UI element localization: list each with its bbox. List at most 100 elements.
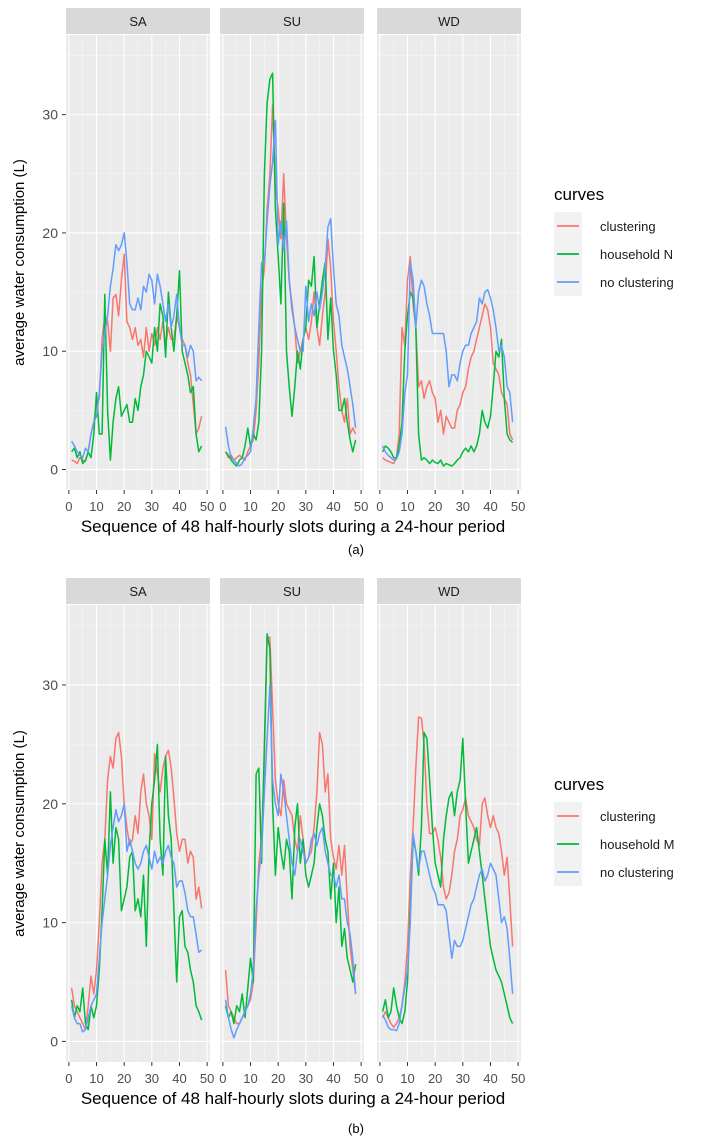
series-line-no-clustering: [224, 119, 357, 467]
panel-wd: WD 0 10 20 30 40 50: [376, 8, 525, 514]
series-line-household-N: [71, 270, 203, 465]
x-tick-label: 10: [89, 1071, 103, 1086]
x-tick-label: 0: [65, 1071, 72, 1086]
x-tick-label: 50: [354, 1071, 368, 1086]
x-tick-label: 10: [243, 1071, 257, 1086]
y-tick-label: 10: [42, 343, 58, 359]
x-tick-label: 20: [428, 499, 442, 514]
x-tick-label: 40: [172, 1071, 186, 1086]
x-tick-label: 0: [65, 499, 72, 514]
y-axis-title: average water consumption (L): [11, 730, 28, 937]
series-line-no-clustering: [224, 684, 357, 1039]
x-tick-label: 30: [299, 1071, 313, 1086]
x-tick-label: 50: [511, 1071, 525, 1086]
series-line-household-M: [381, 731, 514, 1025]
y-tick-label: 10: [42, 915, 58, 931]
x-axis-title: Sequence of 48 half-hourly slots during …: [81, 1089, 505, 1108]
series-line-clustering: [70, 731, 203, 1031]
x-tick-label: 30: [299, 499, 313, 514]
y-tick-label: 20: [42, 225, 58, 241]
x-tick-label: 20: [117, 499, 131, 514]
x-tick-label: 30: [145, 499, 159, 514]
strip-label: SA: [129, 584, 147, 599]
legend-label: no clustering: [600, 865, 674, 880]
legend-item: no clustering: [554, 858, 674, 886]
legend-item: no clustering: [554, 268, 674, 296]
series-line-no-clustering: [381, 261, 514, 461]
caption: (a): [348, 542, 364, 557]
x-tick-label: 50: [354, 499, 368, 514]
x-tick-label: 40: [483, 1071, 497, 1086]
x-tick-label: 30: [456, 499, 470, 514]
strip-wd: [377, 8, 521, 34]
strip-label: WD: [438, 584, 460, 599]
x-tick-label: 10: [400, 1071, 414, 1086]
chart-b: SA 0 10 20 30 40 50 0 10 20 30 SU 0 10 20 30 40 50 WD 0 10 20…: [11, 578, 674, 1136]
panel-su: SU 0 10 20 30 40 50: [219, 8, 368, 514]
strip-sa: [66, 8, 210, 34]
legend-item: household M: [554, 830, 674, 858]
legend-label: household M: [600, 837, 674, 852]
panel-sa: SA 0 10 20 30 40 50 0 10 20 30: [42, 578, 214, 1086]
strip-label: SU: [283, 584, 301, 599]
series-line-clustering: [382, 255, 514, 465]
x-tick-label: 50: [200, 499, 214, 514]
strip-label: SU: [283, 14, 301, 29]
series-line-household-N: [381, 291, 514, 467]
x-tick-label: 10: [243, 499, 257, 514]
x-tick-label: 20: [271, 1071, 285, 1086]
x-tick-label: 20: [271, 499, 285, 514]
y-tick-label: 20: [42, 796, 58, 812]
legend: curves clustering household M no clustering: [554, 775, 674, 886]
series-line-household-M: [70, 743, 203, 1031]
series-line-household-N: [225, 72, 357, 467]
panel-su: SU 0 10 20 30 40 50: [219, 578, 368, 1086]
legend: curves clustering household N no clustering: [554, 185, 674, 296]
legend-label: clustering: [600, 809, 656, 824]
y-axis-title: average water consumption (L): [11, 159, 28, 366]
series-line-clustering: [381, 716, 514, 1028]
strip-label: WD: [438, 14, 460, 29]
x-tick-label: 10: [400, 499, 414, 514]
strip-label: SA: [129, 14, 147, 29]
x-tick-label: 40: [326, 1071, 340, 1086]
legend-label: household N: [600, 247, 673, 262]
legend-label: no clustering: [600, 275, 674, 290]
strip-wd: [377, 578, 521, 604]
y-tick-label: 30: [42, 107, 58, 123]
y-tick-label: 30: [42, 677, 58, 693]
x-tick-label: 40: [326, 499, 340, 514]
y-tick-label: 0: [50, 1033, 58, 1049]
legend-title: curves: [554, 185, 604, 204]
x-tick-label: 40: [172, 499, 186, 514]
legend-item: household N: [554, 240, 673, 268]
x-axis-title: Sequence of 48 half-hourly slots during …: [81, 517, 505, 536]
legend-item: clustering: [554, 212, 656, 240]
series-line-no-clustering: [70, 803, 203, 1033]
series-line-no-clustering: [381, 832, 514, 1032]
legend-item: clustering: [554, 802, 656, 830]
x-tick-label: 50: [200, 1071, 214, 1086]
legend-title: curves: [554, 775, 604, 794]
strip-su: [220, 8, 364, 34]
x-tick-label: 30: [456, 1071, 470, 1086]
x-tick-label: 10: [89, 499, 103, 514]
x-tick-label: 0: [219, 499, 226, 514]
x-tick-label: 30: [145, 1071, 159, 1086]
x-tick-label: 40: [483, 499, 497, 514]
x-tick-label: 0: [219, 1071, 226, 1086]
x-tick-label: 20: [117, 1071, 131, 1086]
x-tick-label: 0: [376, 499, 383, 514]
x-tick-label: 20: [428, 1071, 442, 1086]
panel-wd: WD 0 10 20 30 40 50: [376, 578, 525, 1086]
x-tick-label: 0: [376, 1071, 383, 1086]
caption: (b): [348, 1121, 364, 1136]
y-tick-label: 0: [50, 462, 58, 478]
x-tick-label: 50: [511, 499, 525, 514]
series-line-no-clustering: [70, 232, 203, 459]
strip-su: [220, 578, 364, 604]
legend-label: clustering: [600, 219, 656, 234]
panel-sa: SA 0 10 20 30 40 50 0 10 20 30: [42, 8, 214, 514]
chart-a: SA 0 10 20 30 40 50 0 10 20 30 SU 0 10 20 30 40 50 WD 0 10 20…: [11, 8, 674, 557]
